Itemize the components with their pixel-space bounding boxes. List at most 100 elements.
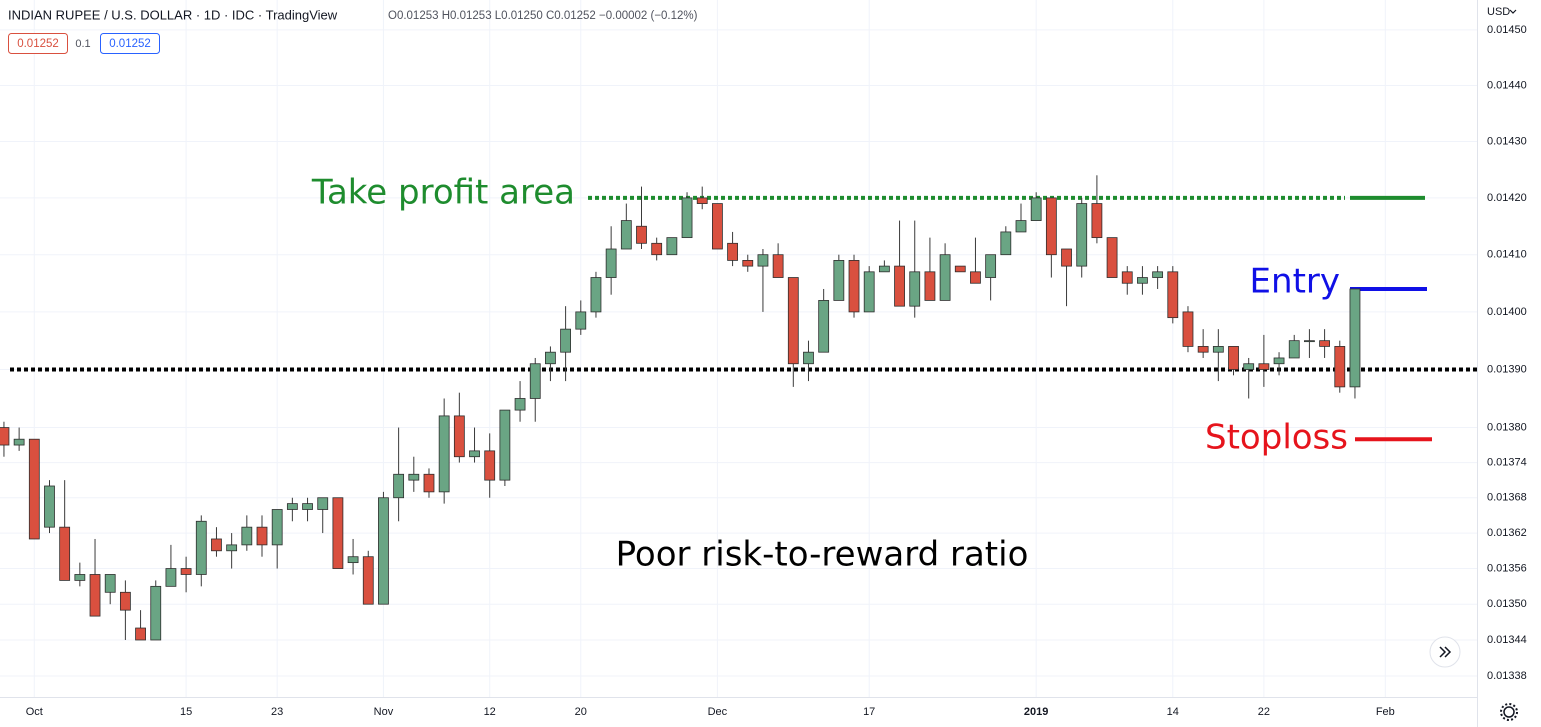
- candle-body: [1076, 203, 1088, 267]
- y-tick-label: 0.01390: [1487, 363, 1527, 375]
- badges: 0.01252 0.1 0.01252: [8, 33, 160, 54]
- x-tick-label: Dec: [708, 706, 728, 718]
- candle-body: [408, 473, 420, 481]
- candle-body: [180, 568, 192, 575]
- y-tick-label: 0.01400: [1487, 306, 1527, 318]
- candle-body: [651, 242, 663, 256]
- x-tick-label: Feb: [1376, 706, 1395, 718]
- candle-body: [317, 497, 329, 510]
- candle-body: [1167, 271, 1179, 319]
- level-label: Take profit area: [311, 172, 575, 212]
- candle-body: [211, 538, 222, 552]
- candle-body: [423, 473, 435, 493]
- scroll-icon[interactable]: [1439, 646, 1452, 658]
- candle-body: [1258, 363, 1270, 370]
- y-tick-label: 0.01344: [1487, 634, 1527, 646]
- candle-body: [924, 271, 936, 301]
- candle-body: [696, 197, 708, 204]
- settings-button[interactable]: [1500, 703, 1518, 721]
- gear-icon[interactable]: [1503, 706, 1515, 718]
- candle-body: [727, 242, 738, 261]
- candle-body: [393, 473, 405, 499]
- candle-body: [742, 260, 754, 267]
- x-tick-label: 14: [1167, 706, 1179, 718]
- candle-body: [1091, 203, 1103, 239]
- candle-body: [241, 526, 253, 546]
- candle-body: [195, 520, 207, 575]
- x-tick-label: 15: [180, 706, 192, 718]
- candle-body: [484, 450, 496, 481]
- candle-body: [74, 574, 86, 581]
- level-label: Entry: [1250, 261, 1340, 301]
- caret[interactable]: [1509, 9, 1517, 14]
- candle-body: [1304, 340, 1315, 343]
- candle-body: [28, 438, 40, 540]
- y-tick-label: 0.01440: [1487, 79, 1527, 91]
- candle-body: [1319, 340, 1330, 347]
- gear-teeth[interactable]: [1500, 703, 1518, 721]
- candle-body: [1137, 277, 1148, 284]
- y-tick-label: 0.01350: [1487, 598, 1527, 610]
- candle-body: [256, 526, 268, 546]
- candle-body: [1106, 237, 1118, 278]
- candle-body: [362, 556, 374, 605]
- x-tick-label: 12: [484, 706, 496, 718]
- candle-body: [666, 237, 678, 256]
- candle-body: [529, 363, 541, 399]
- candle-body: [1349, 288, 1361, 388]
- candle-body: [848, 260, 860, 313]
- candle-body: [453, 415, 465, 458]
- candle-body: [59, 526, 71, 581]
- candle-body: [636, 225, 647, 244]
- candle-body: [44, 485, 55, 528]
- candle-body: [590, 277, 602, 313]
- candle-body: [863, 271, 875, 313]
- badge-box: [8, 33, 68, 54]
- candle-body: [1243, 363, 1255, 370]
- currency-label[interactable]: USD: [1487, 6, 1510, 18]
- x-tick-label: 20: [575, 706, 587, 718]
- candle-body: [1045, 197, 1057, 256]
- candle-body: [545, 351, 556, 365]
- note: Poor risk-to-reward ratio: [616, 535, 1029, 575]
- candle-body: [135, 627, 146, 641]
- y-tick-label: 0.01338: [1487, 670, 1527, 682]
- badge-text: 0.01252: [17, 38, 59, 50]
- candle-body: [605, 248, 617, 278]
- candle-body: [1288, 340, 1300, 359]
- candle-body: [909, 271, 921, 307]
- candle-body: [1061, 248, 1072, 267]
- x-tick-label: 23: [271, 706, 283, 718]
- candle-body: [1212, 346, 1224, 353]
- y-tick-label: 0.01380: [1487, 421, 1527, 433]
- candle-body: [469, 450, 480, 458]
- scroll-button[interactable]: [1429, 636, 1461, 668]
- candles: [0, 175, 1361, 641]
- candle-body: [787, 277, 799, 365]
- x-tick-label: Oct: [26, 706, 43, 718]
- candle-body: [347, 556, 359, 564]
- x-tick-label: Nov: [374, 706, 394, 718]
- candle-body: [1197, 346, 1209, 353]
- candle-body: [1000, 231, 1012, 256]
- y-tick-label: 0.01430: [1487, 135, 1527, 147]
- levels: [10, 195, 1477, 442]
- candle-body: [1334, 346, 1346, 388]
- y-tick-label: 0.01420: [1487, 192, 1527, 204]
- candle-body: [712, 203, 723, 250]
- symbol-title: INDIAN RUPEE / U.S. DOLLAR · 1D · IDC · …: [8, 7, 338, 22]
- candle-body: [165, 568, 177, 587]
- y-tick-label: 0.01368: [1487, 492, 1527, 504]
- candle-body: [1121, 271, 1133, 284]
- candle-body: [681, 197, 693, 239]
- candle-body: [772, 254, 784, 278]
- currency-selector[interactable]: USD: [1487, 6, 1517, 18]
- candle-body: [226, 544, 238, 552]
- candle-body: [514, 398, 526, 411]
- candle-body: [620, 220, 632, 250]
- candle-body: [878, 265, 890, 273]
- level-label: Stoploss: [1205, 418, 1348, 458]
- candle-body: [818, 300, 830, 353]
- candle-body: [499, 409, 511, 481]
- candle-body: [0, 427, 10, 446]
